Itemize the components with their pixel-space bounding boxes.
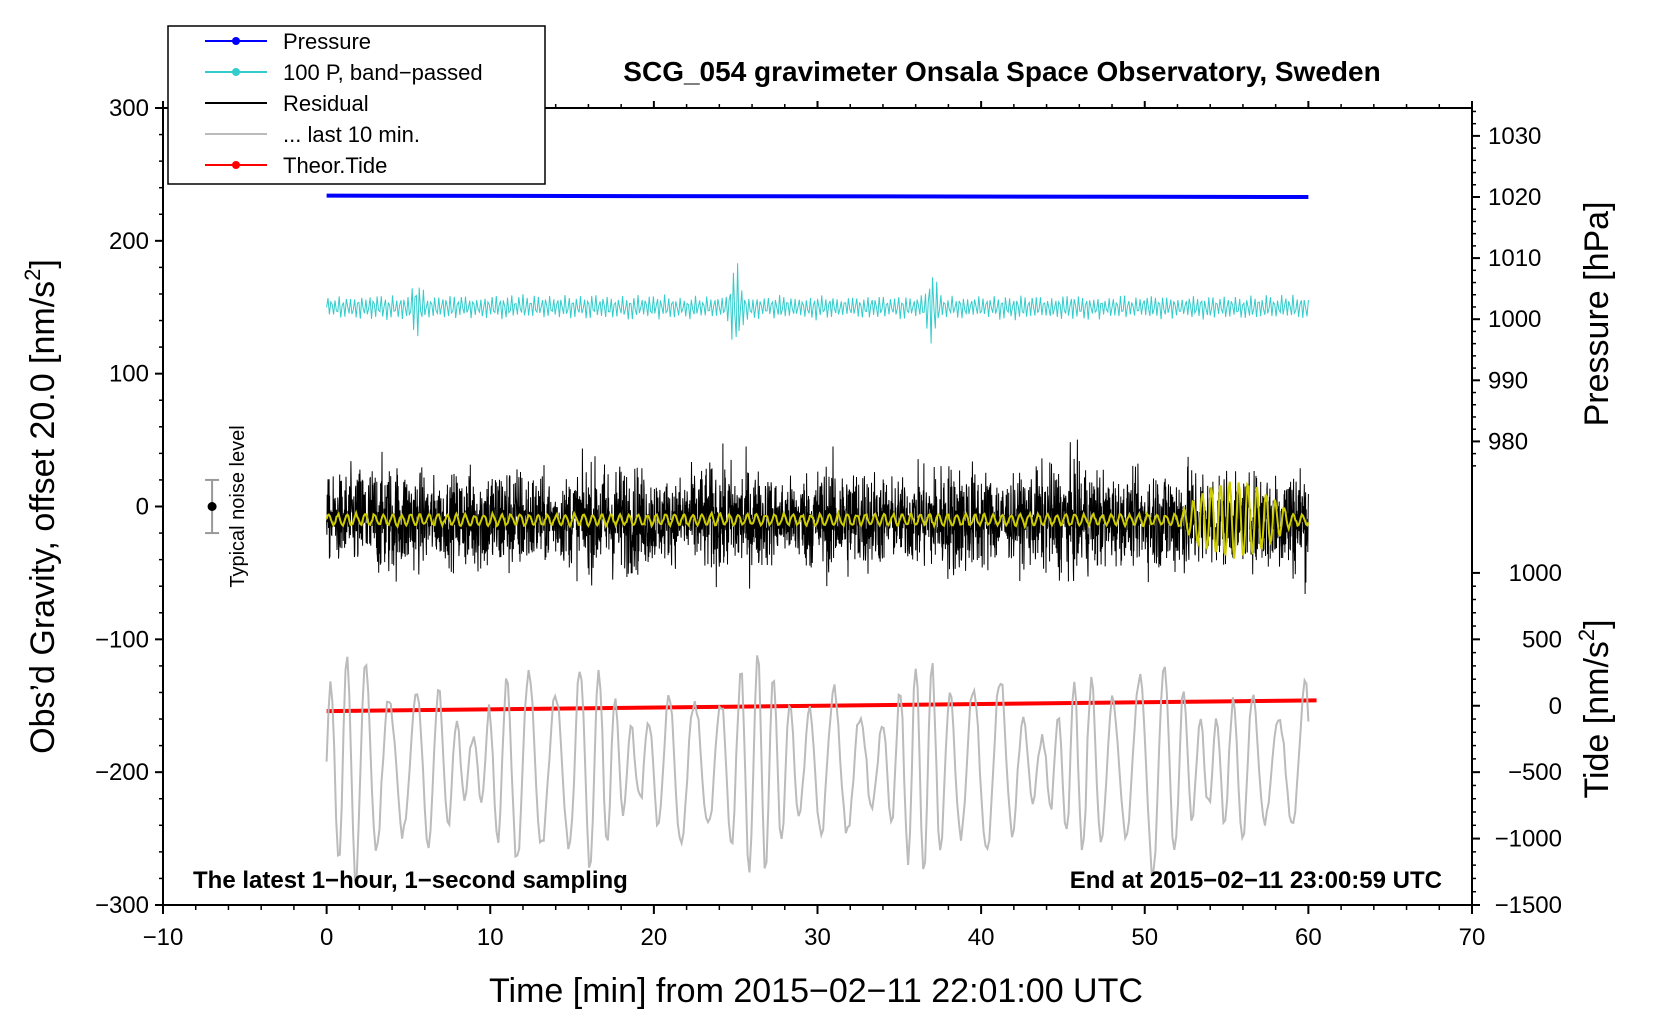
pressure-line [326,193,1309,199]
y-right-pressure-tick-label: 990 [1488,367,1528,394]
legend-label-3: ... last 10 min. [283,122,420,147]
x-tick-label: 50 [1131,924,1158,951]
legend-marker-4 [232,161,240,169]
y-left-tick-label: −300 [95,892,149,919]
legend-label-0: Pressure [283,29,371,54]
y-axis-label-left-main: Obs’d Gravity, offset 20.0 [nm/s [24,281,62,754]
y-right-pressure-tick-label: 1010 [1488,245,1541,272]
y-right-pressure-tick-label: 1000 [1488,306,1541,333]
left-axis: 300 200 100 0 −100 −200 −300 [95,95,163,919]
y-axis-label-tide-bracket: ] [1578,619,1616,628]
y-left-tick-label: −200 [95,759,149,786]
y-right-tide-tick-label: 500 [1522,626,1562,653]
y-right-pressure-tick-label: 1020 [1488,184,1541,211]
y-right-tide-tick-label: −1500 [1495,892,1562,919]
y-axis-label-tide-main: Tide [nm/s [1578,641,1616,798]
legend-label-1: 100 P, band−passed [283,60,483,85]
x-tick-label: 60 [1295,924,1322,951]
right-axis: 1030 1020 1010 1000 990 980 1000 500 0 −500 −1000 −… [1472,110,1562,919]
y-right-pressure-tick-label: 1030 [1488,123,1541,150]
y-axis-label-left: Obs’d Gravity, offset 20.0 [nm/s2] [20,259,62,754]
legend: Pressure 100 P, band−passed Residual ... la… [167,25,546,185]
chart-title: SCG_054 gravimeter Onsala Space Observat… [623,56,1380,87]
noise-bar: Typical noise level [205,425,249,588]
y-left-tick-label: 100 [109,361,149,388]
x-tick-label: −10 [143,924,184,951]
residual-smoothed-line [325,481,1310,559]
last-10-min-line [325,655,1310,882]
series-group [325,193,1310,882]
legend-label-4: Theor.Tide [283,153,387,178]
legend-box [167,25,546,185]
x-tick-label: 0 [320,924,333,951]
residual-line [326,439,1309,595]
y-right-tide-tick-label: −1000 [1495,826,1562,853]
x-tick-label: 20 [641,924,668,951]
x-axis-label: Time [min] from 2015−02−11 22:01:00 UTC [489,972,1143,1010]
annotation-bottom-left: The latest 1−hour, 1−second sampling [193,867,628,894]
noise-bar-label: Typical noise level [227,425,249,587]
y-right-tide-tick-label: 1000 [1509,560,1562,587]
y-left-tick-label: 200 [109,228,149,255]
legend-marker-1 [232,68,240,76]
y-axis-label-tide-superscript: 2 [1574,629,1599,641]
legend-marker-0 [232,37,240,45]
noise-bar-dot [207,502,217,511]
y-axis-label-tide: Tide [nm/s2] [1574,619,1616,798]
x-axis: −10 0 10 20 30 40 50 60 70 [143,101,1486,951]
y-left-tick-label: −100 [95,626,149,653]
y-right-tide-tick-label: 0 [1549,693,1562,720]
y-axis-label-left-bracket: ] [24,259,62,268]
x-tick-label: 40 [968,924,995,951]
y-right-tide-tick-label: −500 [1508,759,1562,786]
y-right-pressure-tick-label: 980 [1488,428,1528,455]
y-left-tick-label: 0 [136,494,149,521]
x-tick-label: 30 [804,924,831,951]
annotation-bottom-right: End at 2015−02−11 23:00:59 UTC [1070,867,1442,894]
tide-series-group [326,698,1317,714]
legend-label-2: Residual [283,91,369,116]
y-axis-label-left-superscript: 2 [20,269,45,281]
pressure-bandpassed-line [326,263,1309,344]
x-tick-label: 10 [477,924,504,951]
y-axis-label-pressure: Pressure [hPa] [1578,201,1616,426]
y-left-tick-label: 300 [109,95,149,122]
x-tick-label: 70 [1459,924,1486,951]
theor-tide-line [326,698,1317,714]
